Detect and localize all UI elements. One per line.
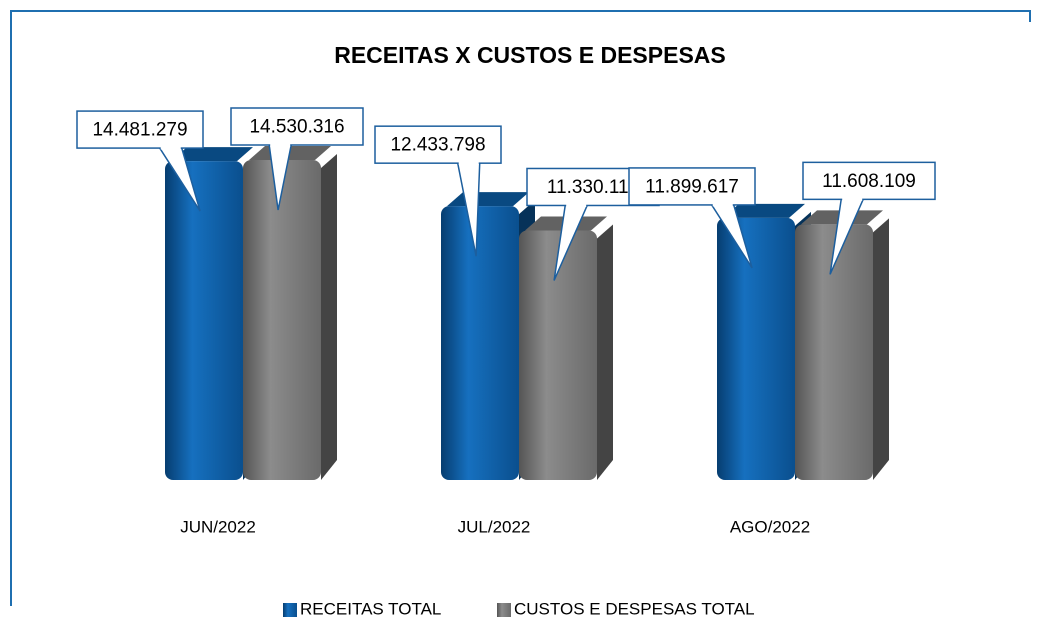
callout-pointer bbox=[159, 147, 201, 212]
callout-gap bbox=[842, 197, 863, 201]
legend-marker bbox=[283, 603, 297, 617]
data-label: 12.433.798 bbox=[390, 135, 485, 156]
bar bbox=[519, 230, 597, 480]
legend-label: CUSTOS E DESPESAS TOTAL bbox=[514, 599, 755, 617]
bar-top bbox=[723, 203, 805, 218]
data-label: 11.608.109 bbox=[822, 171, 916, 192]
data-label: 14.530.316 bbox=[249, 117, 344, 138]
callout-pointer bbox=[829, 199, 864, 275]
bar-top bbox=[447, 192, 529, 207]
callout-box bbox=[230, 107, 364, 146]
x-tick-label: JUN/2022 bbox=[180, 517, 256, 536]
callout-gap bbox=[270, 143, 291, 147]
data-label: 11.330.116 bbox=[547, 177, 639, 198]
data-label: 14.481.279 bbox=[92, 120, 187, 141]
chart-title: RECEITAS X CUSTOS E DESPESAS bbox=[334, 42, 726, 68]
bar-side bbox=[321, 154, 337, 480]
callout-pointer bbox=[553, 205, 588, 281]
bar-top bbox=[171, 147, 253, 162]
bar-side bbox=[597, 224, 613, 480]
callout-box bbox=[76, 110, 204, 149]
x-tick-label: JUL/2022 bbox=[458, 517, 531, 536]
bar bbox=[795, 224, 873, 480]
callout-pointer bbox=[268, 144, 292, 211]
callout-box bbox=[374, 125, 502, 164]
legend-marker bbox=[497, 603, 511, 617]
x-tick-label: AGO/2022 bbox=[730, 517, 810, 536]
bar bbox=[717, 217, 795, 480]
callout-gap bbox=[712, 203, 733, 207]
callout-pointer bbox=[456, 163, 481, 257]
callout-gap bbox=[566, 203, 587, 207]
callout-pointer bbox=[711, 204, 753, 269]
bar bbox=[165, 161, 243, 480]
callout-box bbox=[628, 167, 756, 206]
callout-box bbox=[802, 161, 936, 201]
data-label: 11.899.617 bbox=[645, 176, 739, 197]
bar-side bbox=[873, 218, 889, 480]
bar bbox=[441, 206, 519, 480]
legend-label: RECEITAS TOTAL bbox=[300, 599, 441, 617]
callout-gap bbox=[458, 161, 479, 165]
bar bbox=[243, 160, 321, 480]
chart-frame bbox=[10, 10, 1031, 606]
callout-gap bbox=[160, 146, 181, 150]
